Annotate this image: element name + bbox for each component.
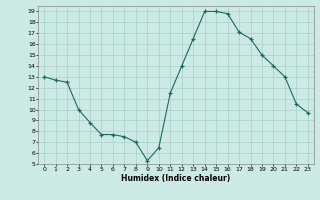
X-axis label: Humidex (Indice chaleur): Humidex (Indice chaleur)	[121, 174, 231, 183]
